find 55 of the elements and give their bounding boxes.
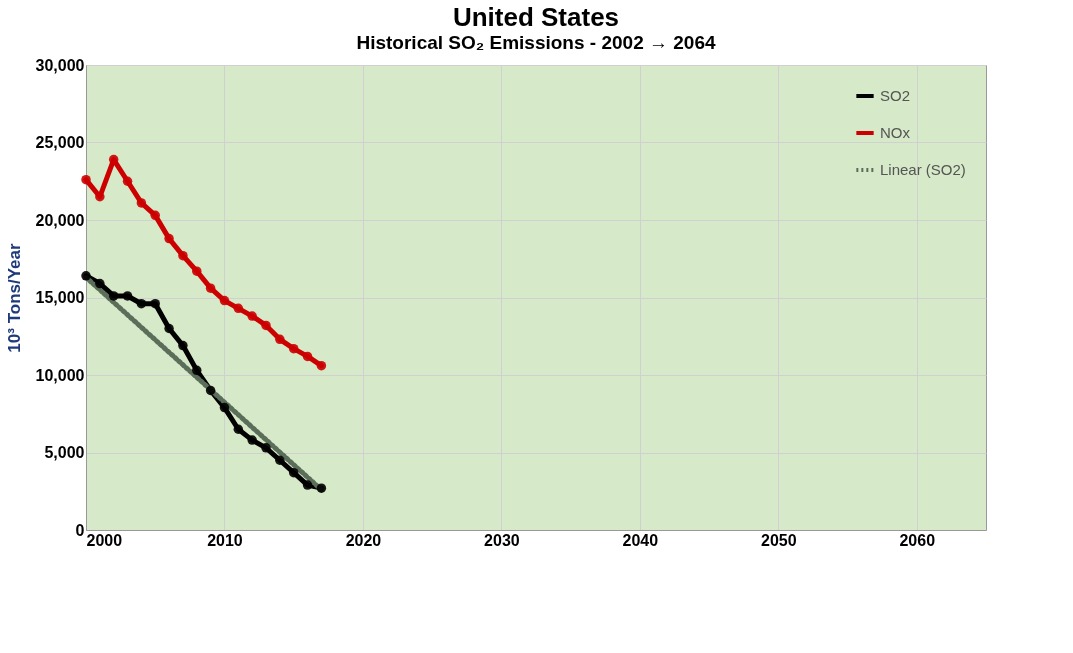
point xyxy=(275,334,285,345)
point xyxy=(164,323,174,334)
point xyxy=(136,298,147,309)
point xyxy=(302,351,313,362)
point xyxy=(178,250,188,261)
point xyxy=(288,343,299,354)
point xyxy=(316,360,327,371)
point xyxy=(150,298,160,309)
y-tick-label: 15,000 xyxy=(35,289,85,306)
legend-label: NOx xyxy=(880,124,911,141)
point xyxy=(192,365,202,376)
point xyxy=(136,198,147,208)
y-tick-label: 0 xyxy=(75,521,85,539)
point xyxy=(192,266,202,276)
point xyxy=(122,176,133,186)
point xyxy=(178,340,188,351)
y-tick-label: 30,000 xyxy=(35,56,85,74)
point xyxy=(205,283,216,293)
point xyxy=(261,443,271,453)
y-tick-label: 20,000 xyxy=(35,211,85,229)
chart-title: United States xyxy=(452,2,620,32)
point xyxy=(233,424,244,434)
point xyxy=(247,311,257,321)
y-tick-label: 25,000 xyxy=(35,134,85,151)
point xyxy=(302,480,313,490)
y-tick-label: 10,000 xyxy=(35,366,85,384)
point xyxy=(316,483,327,493)
point xyxy=(247,435,257,445)
point xyxy=(81,174,91,185)
point xyxy=(108,291,119,301)
legend-label: SO2 xyxy=(880,87,911,104)
x-tick-label: 2020 xyxy=(345,531,382,549)
point xyxy=(95,278,105,289)
point xyxy=(122,291,133,301)
x-tick-label: 2010 xyxy=(207,531,243,549)
point xyxy=(219,295,230,306)
point xyxy=(150,210,160,221)
x-tick-label: 2060 xyxy=(899,531,936,549)
point xyxy=(233,303,244,314)
point xyxy=(81,271,91,281)
chart-subtitle: Historical SO₂ Emissions - 2002 → 2064 xyxy=(356,32,716,53)
point xyxy=(275,455,285,465)
x-tick-label: 2050 xyxy=(761,531,797,549)
point xyxy=(219,402,230,413)
x-tick-label: 2040 xyxy=(622,531,659,549)
x-tick-label: 2000 xyxy=(86,531,123,549)
point xyxy=(205,385,216,396)
point xyxy=(261,320,271,331)
point xyxy=(95,192,105,202)
point xyxy=(164,233,174,244)
y-axis-title: 10³ Tons/Year xyxy=(4,242,24,353)
x-tick-label: 2030 xyxy=(484,531,520,549)
y-tick-label: 5,000 xyxy=(44,444,85,461)
point xyxy=(288,467,299,478)
legend-label: Linear (SO2) xyxy=(880,161,966,178)
